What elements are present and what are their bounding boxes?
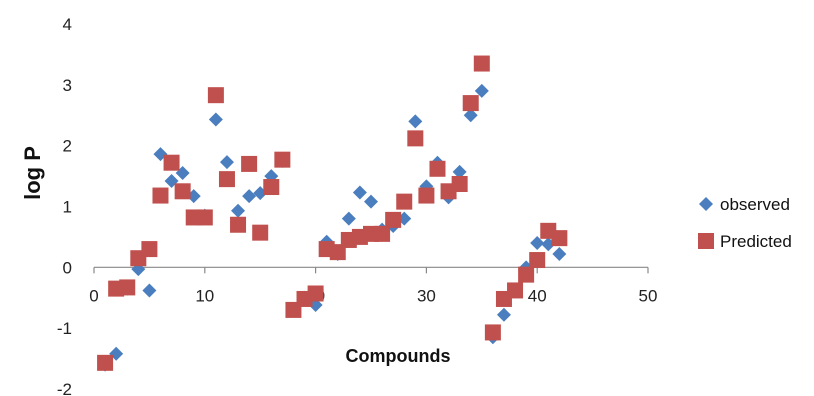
observed-point: [530, 236, 545, 250]
y-tick-label: -1: [57, 319, 72, 338]
data-points: [97, 55, 568, 372]
observed-point: [341, 211, 356, 226]
predicted-point: [152, 187, 169, 204]
legend-label: Predicted: [720, 232, 792, 251]
observed-point: [552, 246, 567, 261]
predicted-point: [529, 252, 546, 269]
predicted-point: [218, 171, 235, 188]
predicted-point: [407, 130, 424, 147]
predicted-point: [241, 155, 258, 172]
legend-observed-marker: [699, 197, 713, 211]
observed-point: [142, 283, 157, 298]
x-tick-label: 40: [528, 286, 547, 305]
observed-point: [208, 112, 223, 127]
y-tick-label: 1: [63, 198, 72, 217]
observed-point: [364, 194, 378, 209]
predicted-point: [396, 193, 413, 210]
observed-point: [452, 164, 467, 179]
y-tick-label: 3: [63, 76, 72, 95]
x-tick-label: 10: [195, 286, 214, 305]
predicted-point: [451, 175, 468, 192]
observed-point: [496, 307, 511, 322]
predicted-point: [119, 279, 136, 296]
predicted-point: [174, 183, 191, 200]
legend-predicted-marker: [698, 233, 714, 249]
y-tick-label: 0: [63, 258, 72, 277]
predicted-point: [274, 151, 291, 168]
x-tick-label: 0: [89, 286, 98, 305]
predicted-point: [418, 187, 435, 204]
predicted-point: [196, 209, 213, 226]
observed-point: [474, 83, 489, 98]
observed-point: [219, 155, 234, 170]
y-tick-label: 2: [63, 137, 72, 156]
legend-label: observed: [720, 195, 790, 214]
predicted-point: [484, 324, 501, 341]
observed-point: [242, 189, 257, 204]
observed-point: [352, 185, 367, 200]
legend: observed Predicted: [698, 195, 792, 251]
x-axis-ticks: 01020304050: [89, 267, 657, 305]
x-tick-label: 50: [639, 286, 658, 305]
predicted-point: [462, 95, 479, 112]
predicted-point: [230, 216, 247, 233]
y-tick-label: 4: [63, 15, 72, 34]
predicted-point: [163, 154, 180, 171]
y-axis-title: log P: [20, 146, 45, 200]
observed-point: [463, 108, 478, 123]
predicted-point: [518, 266, 535, 283]
predicted-point: [329, 244, 346, 261]
predicted-point: [97, 354, 114, 371]
predicted-point: [385, 211, 402, 228]
predicted-point: [473, 55, 490, 72]
observed-point: [408, 114, 423, 129]
predicted-point: [207, 87, 224, 104]
x-axis-title: Compounds: [346, 346, 451, 366]
x-tick-label: 30: [417, 286, 436, 305]
predicted-point: [252, 224, 269, 241]
predicted-point: [263, 179, 280, 196]
y-axis-ticks: -2 -1 0 1 2 3 4: [57, 15, 72, 396]
predicted-point: [141, 241, 158, 258]
predicted-point: [507, 282, 524, 299]
predicted-point: [374, 225, 391, 242]
observed-point: [231, 203, 246, 218]
predicted-point: [307, 285, 324, 302]
y-tick-label: -2: [57, 380, 72, 396]
predicted-point: [551, 230, 568, 247]
predicted-point: [429, 160, 446, 177]
